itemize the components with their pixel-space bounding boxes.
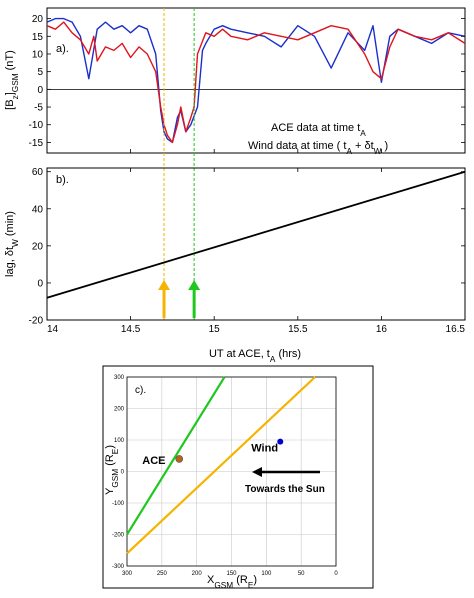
panel-c-ytick-label: -200 <box>112 533 125 539</box>
panel-c-frame <box>126 376 337 567</box>
legend-ace: ACE data at time tA <box>271 122 366 138</box>
panel-c-xtick-label: 50 <box>298 571 305 577</box>
towards-sun-arrow-head <box>252 467 262 477</box>
legend-wind: Wind data at time ( tA + δtW ) <box>248 140 388 156</box>
panel-c-ytick-label: -100 <box>112 501 125 507</box>
wind-label: Wind <box>251 443 278 455</box>
panel-b-xtick-label: 16.5 <box>446 324 466 335</box>
panel-a-ytick-label: -5 <box>34 103 43 114</box>
panel-a-ytick-label: 0 <box>37 85 43 96</box>
series-wind-line <box>46 17 466 144</box>
panel-b-xtick-label: 15.5 <box>288 324 308 335</box>
panel-c-xtick-label: 300 <box>122 571 133 577</box>
panel-b-ytick-label: 60 <box>32 167 44 178</box>
panel-c-xtick-label: 0 <box>334 571 338 577</box>
orange-arrow-head <box>158 280 171 290</box>
panel-c-ytick-label: 100 <box>114 438 125 444</box>
panel-b-frame <box>46 167 466 321</box>
panel-a-label: a). <box>56 43 69 55</box>
panel-c-ylabel: YGSM (RE) <box>104 445 120 495</box>
panel-c-xtick-label: 250 <box>157 571 168 577</box>
panel-c-xtick-label: 150 <box>226 571 237 577</box>
panel-c: ACE Wind 300 250 200 150 100 50 0 300 200 100 0 -100… <box>102 365 374 590</box>
panel-c-xlabel: XGSM (RE) <box>207 574 257 590</box>
panel-a-ytick-label: -15 <box>29 138 44 149</box>
ace-label: ACE <box>142 455 165 467</box>
panel-b-ytick-label: 20 <box>32 241 44 252</box>
panel-a-ytick-label: -10 <box>29 120 44 131</box>
panel-a-ytick-label: 20 <box>32 14 44 25</box>
panel-b-xtick-label: 16 <box>376 324 388 335</box>
panel-b-xtick-label: 14.5 <box>121 324 141 335</box>
wind-point <box>277 438 284 445</box>
panel-a-ylabel: [Bz]GSM (nT) <box>4 50 20 110</box>
panel-c-ytick-label: 0 <box>121 470 125 476</box>
lag-line <box>46 170 466 299</box>
panel-a-ytick-label: 15 <box>32 32 44 43</box>
green-line <box>126 376 226 536</box>
ace-point <box>175 455 184 463</box>
series-ace-line <box>46 21 466 144</box>
panel-b-ytick-label: 40 <box>32 204 44 215</box>
panel-b-xtick-label: 14 <box>47 324 59 335</box>
panel-a-frame <box>46 7 466 154</box>
panel-b-ytick-label: 0 <box>37 278 43 289</box>
orange-line <box>126 376 316 555</box>
panel-b: 60 40 20 0 -20 14 14.5 15 15.5 16 16.5 b). lag, δ… <box>4 167 466 364</box>
panel-a-ytick-label: 5 <box>37 67 43 78</box>
towards-sun-label: Towards the Sun <box>245 484 325 495</box>
panel-b-xlabel: UT at ACE, tA (hrs) <box>209 348 301 364</box>
panel-b-ytick-label: -20 <box>29 316 44 327</box>
panel-c-xtick-label: 200 <box>192 571 203 577</box>
panel-b-label: b). <box>56 174 69 186</box>
panel-c-ytick-label: 300 <box>114 375 125 381</box>
panel-c-xtick-label: 100 <box>261 571 272 577</box>
panel-c-label: c). <box>135 385 146 396</box>
panel-c-ytick-label: -300 <box>112 564 125 570</box>
panel-b-ylabel: lag, δtW (min) <box>4 211 20 277</box>
panel-c-outer-frame <box>102 365 374 589</box>
green-arrow-head <box>188 280 201 290</box>
panel-a-ytick-label: 10 <box>32 49 44 60</box>
panel-c-ytick-label: 200 <box>114 407 125 413</box>
panel-b-xtick-label: 15 <box>209 324 221 335</box>
panel-a: 20 15 10 5 0 -5 -10 -15 a). [Bz]GSM (nT) ACE da… <box>4 7 466 320</box>
